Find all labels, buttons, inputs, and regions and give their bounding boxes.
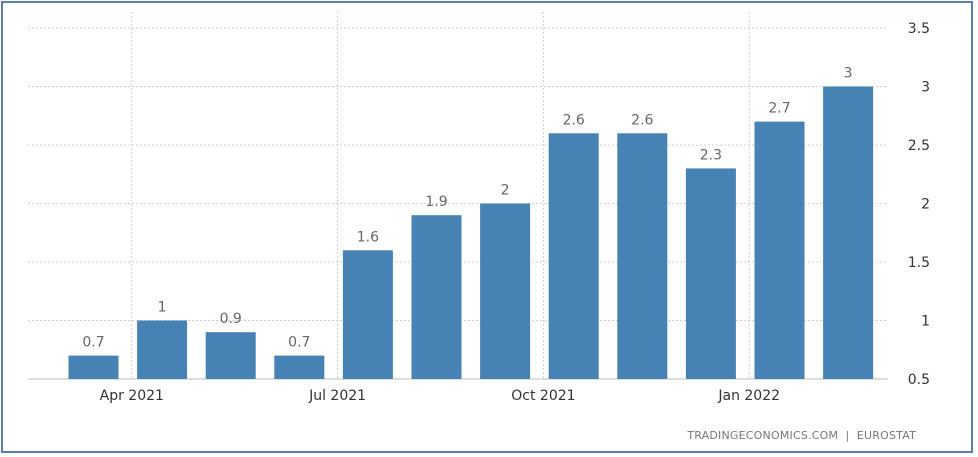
data-label: 2.6 [563, 112, 585, 128]
bar [617, 133, 668, 379]
bar [205, 332, 256, 379]
bar [754, 121, 805, 379]
bar [480, 203, 531, 379]
y-tick-label: 3 [921, 80, 930, 96]
data-labels: 0.7 1 0.9 0.7 1.6 1.9 2 2.6 2.6 2.3 2.7 3 [82, 66, 852, 351]
source-credit: TRADINGECONOMICS.COM | EUROSTAT [686, 429, 916, 442]
data-label: 2 [501, 183, 510, 199]
x-axis-ticks: Apr 2021 Jul 2021 Oct 2021 Jan 2022 [100, 388, 780, 404]
bar [685, 168, 736, 379]
y-tick-label: 2 [921, 197, 930, 213]
x-tick-label: Oct 2021 [511, 388, 575, 404]
y-tick-label: 2.5 [908, 138, 930, 154]
bar [137, 320, 188, 379]
x-tick-label: Jul 2021 [308, 388, 366, 404]
x-tick-label: Jan 2022 [717, 388, 780, 404]
data-label: 1.9 [425, 194, 447, 210]
bar [823, 86, 874, 379]
y-tick-label: 1 [921, 314, 930, 330]
bar [411, 215, 462, 379]
y-tick-label: 1.5 [908, 255, 930, 271]
data-label: 0.7 [288, 335, 310, 351]
data-label: 2.7 [768, 101, 790, 117]
y-tick-label: 3.5 [908, 21, 930, 37]
data-label: 1 [158, 300, 167, 316]
data-label: 3 [844, 66, 853, 82]
data-label: 1.6 [357, 229, 379, 245]
bar [548, 133, 599, 379]
data-label: 2.3 [700, 147, 722, 163]
x-tick-label: Apr 2021 [100, 388, 164, 404]
bar [68, 355, 119, 379]
bar-series [68, 86, 874, 379]
data-label: 0.9 [220, 311, 242, 327]
y-axis-ticks: 0.5 1 1.5 2 2.5 3 3.5 [908, 21, 930, 388]
bar [342, 250, 393, 379]
data-label: 2.6 [631, 112, 653, 128]
data-label: 0.7 [82, 335, 104, 351]
y-tick-label: 0.5 [908, 372, 930, 388]
bar [274, 355, 325, 379]
